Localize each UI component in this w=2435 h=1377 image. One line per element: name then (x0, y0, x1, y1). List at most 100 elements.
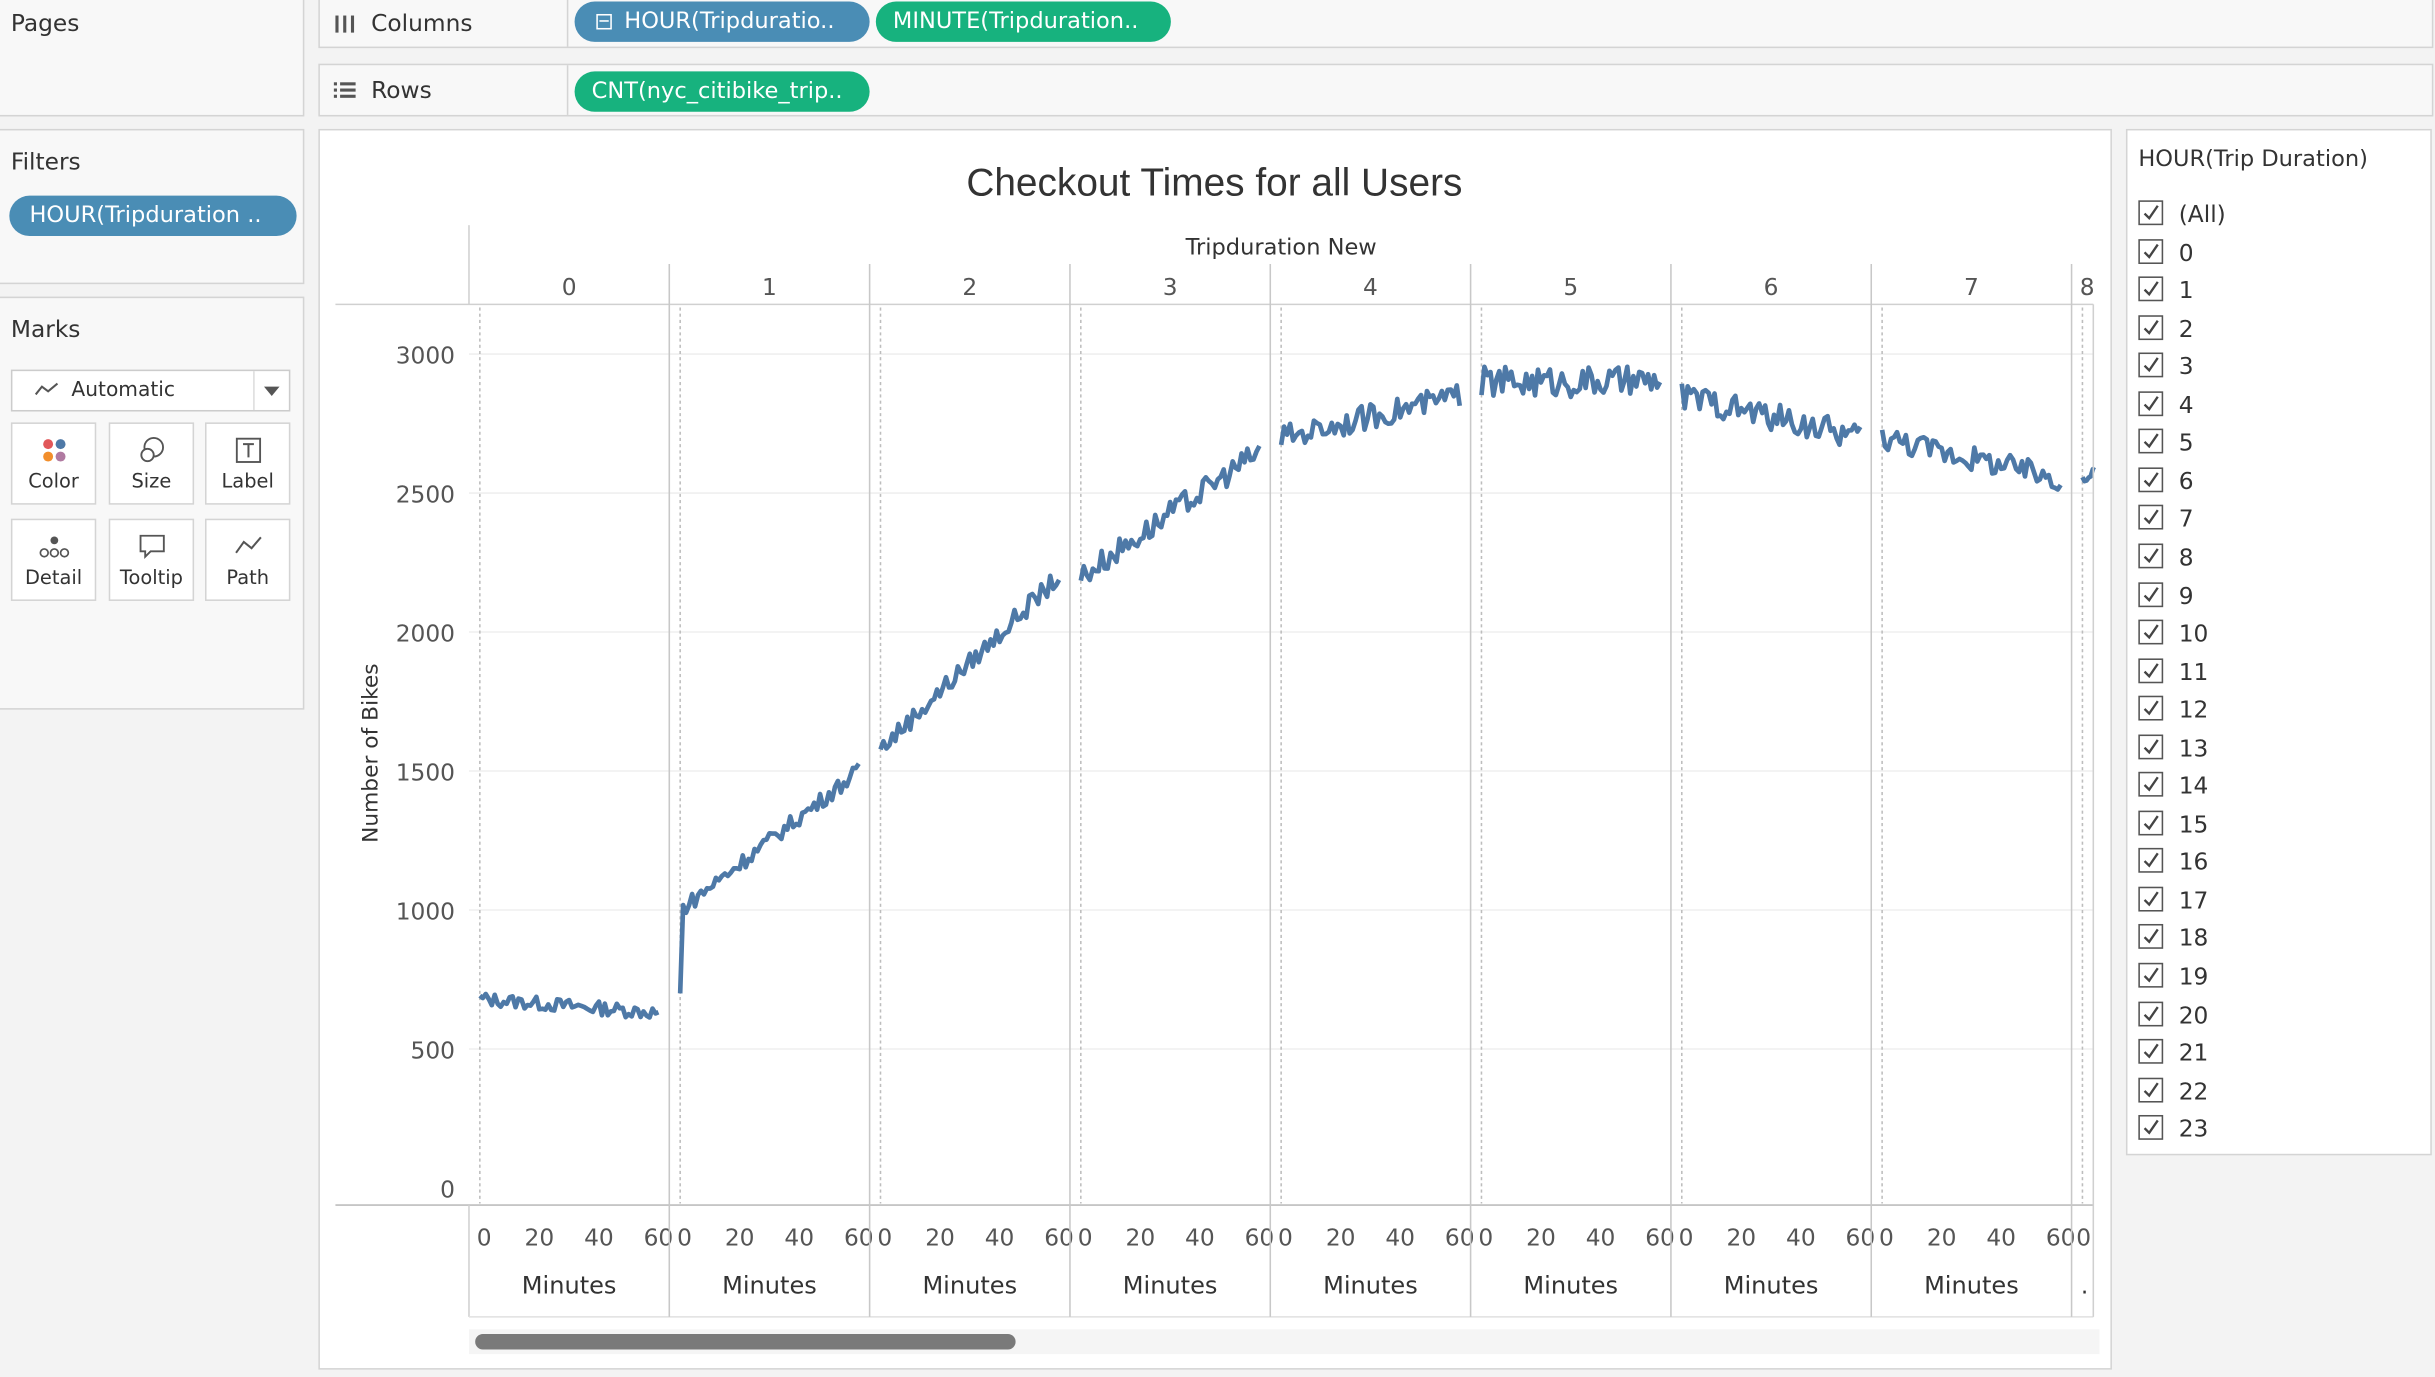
checkbox-checked-icon[interactable] (2138, 352, 2164, 378)
x-axis-title: Minutes (1724, 1272, 1819, 1300)
horizontal-scrollbar-thumb[interactable] (475, 1333, 1016, 1350)
detail-button[interactable]: Detail (10, 518, 97, 601)
checkbox-checked-icon[interactable] (2138, 505, 2164, 531)
x-tick-label: 0 (1679, 1224, 1694, 1251)
x-tick-label: 20 (525, 1224, 555, 1251)
x-axis-title: Minutes (1123, 1272, 1218, 1300)
color-button[interactable]: Color (10, 422, 97, 505)
hour-filter-option-label: 23 (2178, 1115, 2209, 1144)
rows-shelf[interactable]: Rows CNT(nyc_citibike_trip.. (318, 63, 2434, 117)
x-tick-label: 40 (1586, 1224, 1616, 1251)
checkbox-checked-icon[interactable] (2138, 1077, 2164, 1103)
mark-type-value: Automatic (71, 378, 175, 403)
filters-title: Filters (10, 147, 81, 176)
y-tick-label: 2500 (396, 481, 455, 508)
pane-header-label: 1 (762, 274, 777, 301)
checkbox-checked-icon[interactable] (2138, 314, 2164, 340)
view-panel (318, 128, 2112, 1370)
x-axis-title: Minutes (1323, 1272, 1418, 1300)
count-row-pill-text: CNT(nyc_citibike_trip.. (591, 79, 843, 105)
x-tick-label: 40 (1185, 1224, 1215, 1251)
mark-type-dropdown[interactable]: Automatic (10, 369, 291, 412)
x-tick-label: 0 (2076, 1224, 2091, 1251)
hour-filter-pill[interactable]: HOUR(Tripduration .. (9, 195, 297, 237)
hour-filter-option-label: 14 (2178, 772, 2209, 801)
series-line-hour-0[interactable] (478, 991, 660, 1020)
series-line-hour-4[interactable] (1278, 383, 1463, 446)
rows-shelf-label: Rows (320, 65, 569, 115)
tooltip-button[interactable]: Tooltip (108, 518, 195, 601)
checkbox-checked-icon[interactable] (2138, 390, 2164, 416)
x-tick-label: 20 (725, 1224, 755, 1251)
checkbox-checked-icon[interactable] (2138, 1039, 2164, 1064)
hour-column-pill[interactable]: HOUR(Tripduratio.. (574, 1, 870, 42)
pane-header-label: 7 (1964, 274, 1979, 301)
hour-filter-option-label: 18 (2178, 924, 2209, 953)
pane-header-label: 3 (1163, 274, 1178, 301)
tooltip-button-label: Tooltip (119, 565, 183, 589)
chevron-down-icon[interactable] (253, 371, 289, 410)
rows-icon (333, 82, 356, 98)
checkbox-checked-icon[interactable] (2138, 619, 2164, 645)
series-line-hour-1[interactable] (677, 762, 861, 994)
horizontal-scrollbar-track[interactable] (468, 1329, 2100, 1355)
hour-filter-option-label: 5 (2178, 429, 2194, 458)
hour-filter-pill-text: HOUR(Tripduration .. (29, 203, 262, 229)
x-tick-label: 40 (985, 1224, 1015, 1251)
checkbox-checked-icon[interactable] (2138, 810, 2164, 836)
series-line-hour-5[interactable] (1479, 364, 1663, 400)
y-tick-label: 3000 (396, 342, 455, 369)
checkbox-checked-icon[interactable] (2138, 924, 2164, 950)
y-axis-title: Number of Bikes (358, 663, 383, 843)
checkbox-checked-icon[interactable] (2138, 734, 2164, 759)
checkbox-checked-icon[interactable] (2138, 1000, 2164, 1026)
checkbox-checked-icon[interactable] (2138, 886, 2164, 912)
x-tick-label: 60 (644, 1224, 674, 1251)
hour-filter-option-label: 12 (2178, 695, 2209, 724)
minute-column-pill[interactable]: MINUTE(Tripduration.. (875, 1, 1171, 42)
checkbox-checked-icon[interactable] (2138, 848, 2164, 874)
label-button[interactable]: Label (204, 422, 291, 505)
x-axis-title: Minutes (922, 1272, 1017, 1300)
pane-header-label: 0 (562, 274, 577, 301)
count-row-pill[interactable]: CNT(nyc_citibike_trip.. (574, 71, 870, 112)
series-line-hour-7[interactable] (1879, 429, 2063, 492)
columns-shelf[interactable]: Columns HOUR(Tripduratio.. MINUTE(Tripdu… (318, 0, 2434, 49)
chart-title: Checkout Times for all Users (966, 162, 1462, 205)
x-axis-title: Minutes (1924, 1272, 2019, 1300)
checkbox-checked-icon[interactable] (2138, 429, 2164, 454)
series-line-hour-6[interactable] (1679, 383, 1863, 448)
size-button[interactable]: Size (108, 422, 195, 505)
checkbox-checked-icon[interactable] (2138, 772, 2164, 798)
hour-filter-option-label: 2 (2178, 314, 2194, 343)
path-button-label: Path (226, 565, 270, 589)
checkbox-checked-icon[interactable] (2138, 581, 2164, 607)
line-mark-icon (34, 382, 59, 396)
hour-filter-card: HOUR(Trip Duration) (2125, 128, 2432, 1156)
checkbox-checked-icon[interactable] (2138, 962, 2164, 988)
checkbox-checked-icon[interactable] (2138, 276, 2164, 302)
x-tick-label: 40 (1385, 1224, 1415, 1251)
checkbox-checked-icon[interactable] (2138, 1115, 2164, 1141)
checkbox-checked-icon[interactable] (2138, 695, 2164, 721)
pane-header-label: 6 (1764, 274, 1779, 301)
path-button[interactable]: Path (204, 518, 291, 601)
hour-filter-option-label: 1 (2178, 276, 2194, 305)
column-header-title: Tripduration New (1185, 235, 1377, 261)
series-line-hour-2[interactable] (878, 573, 1062, 751)
checkbox-checked-icon[interactable] (2138, 200, 2164, 226)
y-tick-label: 1000 (396, 898, 455, 925)
x-tick-label: 60 (844, 1224, 874, 1251)
checkbox-checked-icon[interactable] (2138, 543, 2164, 569)
checkbox-checked-icon[interactable] (2138, 467, 2164, 493)
collapse-icon[interactable] (596, 13, 612, 30)
checkbox-checked-icon[interactable] (2138, 657, 2164, 683)
x-axis-title: Minutes (722, 1272, 817, 1300)
checkbox-checked-icon[interactable] (2138, 238, 2164, 264)
series-line-hour-3[interactable] (1078, 444, 1262, 583)
x-axis-title: Minutes (1523, 1272, 1618, 1300)
hour-filter-option-label: 6 (2178, 467, 2194, 496)
path-icon (234, 536, 261, 554)
